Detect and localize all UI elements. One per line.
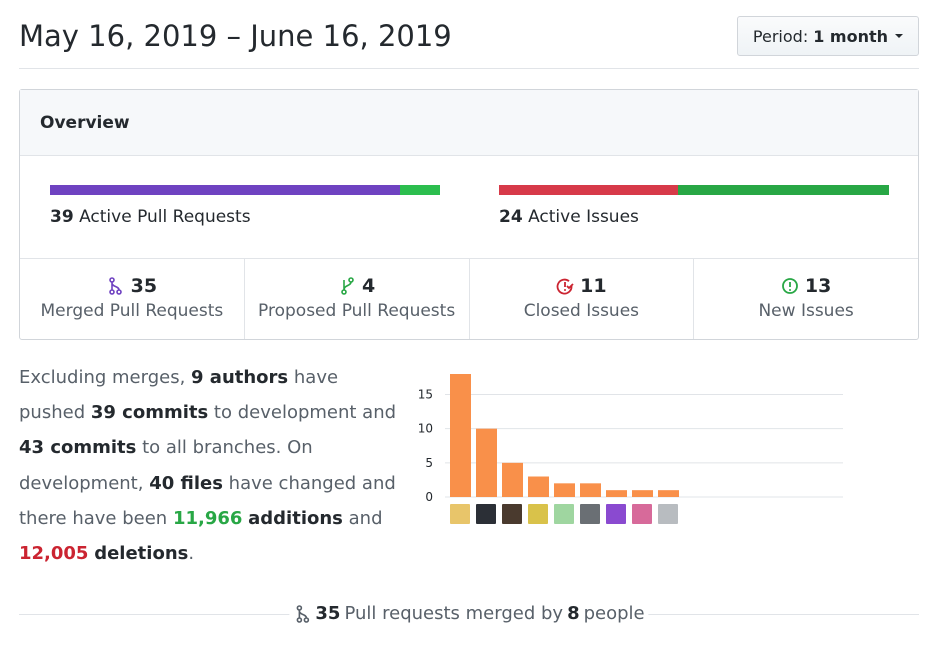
additions-label: additions: [248, 507, 343, 529]
stat-value: 35: [130, 275, 158, 297]
stat-label: Merged Pull Requests: [40, 301, 224, 321]
issue-opened-icon: [781, 277, 799, 295]
pull-requests-summary[interactable]: 39 Active Pull Requests: [50, 185, 440, 227]
stat-value: 13: [804, 275, 832, 297]
bar[interactable]: [450, 374, 471, 497]
page-header: May 16, 2019 – June 16, 2019 Period: 1 m…: [19, 0, 919, 69]
active-issues-count: 24: [499, 207, 523, 227]
bar[interactable]: [554, 483, 575, 497]
deletions-count: 12,005: [19, 543, 89, 565]
additions-count: 11,966: [172, 507, 243, 529]
active-issues-label: 24 Active Issues: [499, 207, 889, 227]
bar[interactable]: [606, 490, 627, 497]
overview-title: Overview: [20, 90, 918, 156]
stat-label: Proposed Pull Requests: [258, 301, 456, 321]
people-count: 8: [567, 603, 580, 624]
merged-count: 35: [315, 603, 341, 624]
merged-segment: [50, 185, 400, 195]
stat-value: 4: [362, 275, 376, 297]
summary-text: have pushed: [19, 367, 339, 424]
footer-text[interactable]: 35 Pull requests merged by 8 people: [289, 603, 649, 624]
bar[interactable]: [476, 428, 497, 497]
period-select-button[interactable]: Period: 1 month: [736, 16, 919, 56]
footer-label: people: [583, 603, 645, 624]
files-changed-count: 40 files: [149, 472, 223, 494]
author-avatar[interactable]: [554, 504, 574, 524]
y-tick-label: 0: [425, 490, 433, 504]
closed-segment: [499, 185, 678, 195]
stat-closed-issues[interactable]: 11 Closed Issues: [470, 259, 695, 339]
active-issues-text: Active Issues: [528, 207, 639, 227]
git-pull-request-icon: [338, 277, 356, 295]
summary-text: have changed and there have been: [19, 472, 396, 529]
pull-requests-progress-bar: [50, 185, 440, 195]
bar[interactable]: [502, 462, 523, 497]
active-pull-requests-text: Active Pull Requests: [79, 207, 251, 227]
y-tick-label: 15: [418, 388, 433, 402]
author-avatar[interactable]: [632, 504, 652, 524]
y-tick-label: 5: [425, 456, 433, 470]
overview-bars: 39 Active Pull Requests 24 Active Issues: [20, 156, 918, 259]
author-avatar[interactable]: [528, 504, 548, 524]
summary-text: and: [342, 507, 383, 529]
git-merge-icon: [293, 604, 311, 623]
stat-new-issues[interactable]: 13 New Issues: [694, 259, 918, 339]
author-avatar[interactable]: [476, 504, 496, 524]
commits-all-branches-count: 43 commits: [19, 437, 137, 459]
merged-pull-requests-footer: 35 Pull requests merged by 8 people: [19, 600, 919, 630]
deletions-label: deletions: [94, 543, 189, 565]
stat-value: 11: [580, 275, 607, 297]
issue-closed-icon: [556, 277, 574, 295]
date-range-title: May 16, 2019 – June 16, 2019: [19, 19, 452, 53]
footer-label: Pull requests merged by: [344, 603, 564, 624]
commits-development-count: 39 commits: [90, 402, 209, 424]
bar[interactable]: [528, 476, 549, 498]
overview-panel: Overview 39 Active Pull Requests 24 Acti…: [19, 89, 919, 340]
caret-down-icon: [895, 34, 903, 38]
issues-summary[interactable]: 24 Active Issues: [499, 185, 889, 227]
open-segment: [399, 185, 440, 195]
overview-stats: 35 Merged Pull Requests 4 Proposed Pull …: [20, 259, 918, 339]
summary-text: to all branches. On development,: [19, 437, 313, 494]
stat-proposed-pull-requests[interactable]: 4 Proposed Pull Requests: [245, 259, 470, 339]
bar[interactable]: [580, 483, 601, 497]
commit-summary: Excluding merges, 9 authors have pushed …: [19, 360, 399, 571]
period-label: Period:: [752, 26, 809, 46]
author-avatar[interactable]: [502, 504, 522, 524]
author-avatar[interactable]: [658, 504, 678, 524]
y-tick-label: 10: [418, 422, 433, 436]
git-merge-icon: [107, 277, 125, 295]
period-value: 1 month: [813, 26, 888, 46]
author-avatar[interactable]: [580, 504, 600, 524]
summary-text: Excluding merges,: [19, 367, 192, 388]
active-pull-requests-label: 39 Active Pull Requests: [50, 207, 440, 227]
authors-count: 9 authors: [191, 367, 289, 388]
active-pull-requests-count: 39: [50, 207, 74, 227]
bar[interactable]: [658, 490, 679, 497]
new-segment: [677, 185, 889, 195]
summary-text: .: [188, 543, 195, 565]
issues-progress-bar: [499, 185, 889, 195]
author-avatar[interactable]: [450, 504, 470, 524]
commit-contributors-chart: 0 5 10 15: [418, 374, 843, 524]
bar[interactable]: [632, 490, 653, 497]
stat-label: Closed Issues: [523, 301, 640, 321]
summary-text: to development and: [208, 402, 397, 424]
stat-label: New Issues: [758, 301, 854, 321]
author-avatar[interactable]: [606, 504, 626, 524]
stat-merged-pull-requests[interactable]: 35 Merged Pull Requests: [20, 259, 245, 339]
